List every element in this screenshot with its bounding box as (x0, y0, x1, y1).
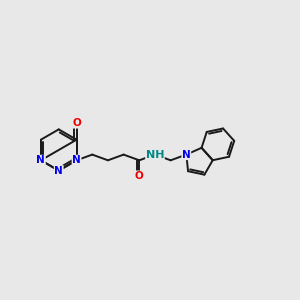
Text: N: N (37, 155, 45, 165)
Text: O: O (72, 118, 81, 128)
Text: N: N (72, 155, 81, 165)
Text: N: N (54, 166, 63, 176)
Text: N: N (182, 150, 191, 160)
Text: NH: NH (146, 150, 164, 160)
Text: O: O (135, 171, 144, 181)
